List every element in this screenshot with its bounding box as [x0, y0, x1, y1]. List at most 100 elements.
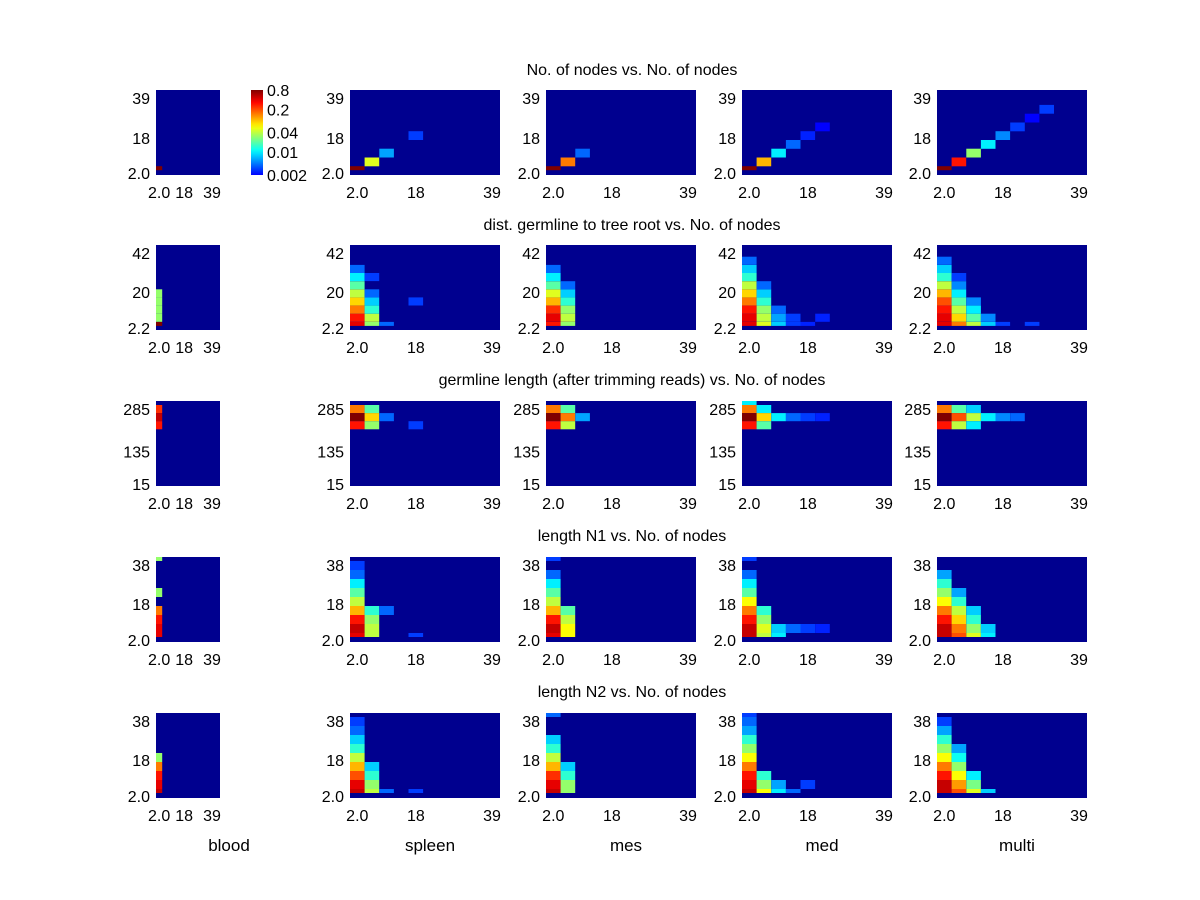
heatmap-cell — [379, 606, 394, 615]
heatmap-cell — [937, 717, 952, 726]
heatmap-cell — [966, 789, 981, 793]
heatmap-cell — [785, 313, 801, 322]
heatmap-cell — [408, 633, 424, 637]
heatmap-cell — [980, 321, 996, 326]
heatmap-cell — [156, 557, 163, 561]
heatmap-cell — [364, 789, 380, 793]
heatmap-cell — [742, 313, 757, 322]
heatmap-cell — [742, 588, 757, 597]
heatmap-cell — [156, 166, 163, 171]
heatmap-cell — [560, 606, 576, 615]
x-tick-label: 39 — [483, 496, 501, 513]
heatmap-cell — [937, 624, 952, 633]
heatmap-cell — [951, 157, 967, 167]
heatmap-cell — [156, 771, 163, 780]
heatmap-cell — [951, 615, 967, 624]
heatmap-cell — [156, 588, 163, 597]
heatmap-cell — [364, 606, 380, 615]
heatmap-cell — [742, 771, 757, 780]
heatmap-cell — [379, 789, 394, 793]
heatmap-cell — [937, 289, 952, 298]
y-tick-label: 38 — [132, 714, 150, 731]
heatmap-cell — [156, 780, 163, 789]
heatmap-cell — [951, 780, 967, 789]
heatmap-panel-med: 2.2 20 42 2.0 18 39 — [714, 245, 893, 357]
y-tick-label: 2.0 — [322, 633, 344, 650]
heatmap-cell — [560, 313, 576, 322]
heatmap-cell — [937, 256, 952, 265]
heatmap-panel-med: 2.0 18 38 2.0 18 39 — [714, 713, 893, 825]
x-tick-label: 18 — [407, 808, 425, 825]
y-tick-label: 2.0 — [128, 789, 150, 806]
x-tick-label: 2.0 — [148, 496, 170, 513]
row-title: length N2 vs. No. of nodes — [538, 684, 727, 701]
y-tick-label: 18 — [132, 597, 150, 614]
heatmap-cell — [742, 281, 757, 290]
heatmap-cell — [785, 413, 801, 422]
heatmap-cell — [937, 771, 952, 780]
y-tick-label: 38 — [718, 558, 736, 575]
heatmap-panel-mes: 2.0 18 39 2.0 18 39 — [518, 90, 697, 202]
y-tick-label: 2.0 — [128, 633, 150, 650]
y-tick-label: 2.0 — [128, 166, 150, 183]
heatmap-cell — [771, 413, 786, 422]
x-tick-label: 2.0 — [738, 496, 760, 513]
x-tick-label: 18 — [994, 652, 1012, 669]
heatmap-cell — [800, 131, 816, 140]
y-tick-label: 2.0 — [909, 166, 931, 183]
heatmap-cell — [742, 606, 757, 615]
y-tick-label: 2.2 — [518, 321, 540, 338]
heatmap-cell — [350, 615, 365, 624]
heatmap-cell — [742, 305, 757, 314]
heatmap-cell — [937, 726, 952, 735]
heatmap-cell — [742, 166, 757, 171]
heatmap-cell — [364, 780, 380, 789]
heatmap-cell — [742, 321, 757, 326]
x-tick-label: 18 — [175, 340, 193, 357]
heatmap-cell — [1010, 122, 1025, 132]
x-tick-label: 39 — [203, 652, 221, 669]
heatmap-cell — [742, 570, 757, 579]
x-tick-label: 2.0 — [738, 808, 760, 825]
heatmap-cell — [350, 597, 365, 606]
heatmap-cell — [980, 624, 996, 633]
heatmap-cell — [742, 405, 757, 414]
y-tick-label: 42 — [718, 246, 736, 263]
heatmap-cell — [937, 780, 952, 789]
y-tick-label: 42 — [913, 246, 931, 263]
y-tick-label: 15 — [718, 477, 736, 494]
heatmap-cell — [364, 413, 380, 422]
heatmap-cell — [980, 633, 996, 637]
heatmap-cell — [742, 273, 757, 282]
y-tick-label: 18 — [718, 753, 736, 770]
heatmap-cell — [951, 771, 967, 780]
x-tick-label: 18 — [175, 652, 193, 669]
x-tick-label: 2.0 — [346, 496, 368, 513]
x-tick-label: 39 — [1070, 340, 1088, 357]
x-tick-label: 2.0 — [542, 808, 564, 825]
heatmap-cell — [756, 321, 772, 326]
x-tick-label: 39 — [203, 185, 221, 202]
heatmap-cell — [951, 413, 967, 422]
y-tick-label: 2.2 — [909, 321, 931, 338]
colorbar-tick-label: 0.01 — [267, 145, 298, 162]
heatmap-cell — [771, 148, 786, 158]
x-tick-label: 2.0 — [933, 652, 955, 669]
heatmap-cell — [937, 273, 952, 282]
heatmap-panel-mes: 2.0 18 38 2.0 18 39 — [518, 713, 697, 825]
y-tick-label: 15 — [522, 477, 540, 494]
heatmap-cell — [785, 321, 801, 326]
x-tick-label: 39 — [203, 808, 221, 825]
heatmap-cell — [800, 321, 816, 326]
heatmap-cell — [937, 421, 952, 430]
heatmap-cell — [937, 744, 952, 753]
heatmap-cell — [951, 281, 967, 290]
x-tick-label: 18 — [799, 808, 817, 825]
y-tick-label: 42 — [326, 246, 344, 263]
column-label-mes: mes — [610, 836, 642, 855]
panel-background — [156, 713, 220, 798]
colorbar: 0.8 0.2 0.04 0.01 0.002 — [251, 83, 307, 185]
heatmap-cell — [364, 405, 380, 414]
y-tick-label: 38 — [326, 558, 344, 575]
heatmap-cell — [742, 264, 757, 273]
